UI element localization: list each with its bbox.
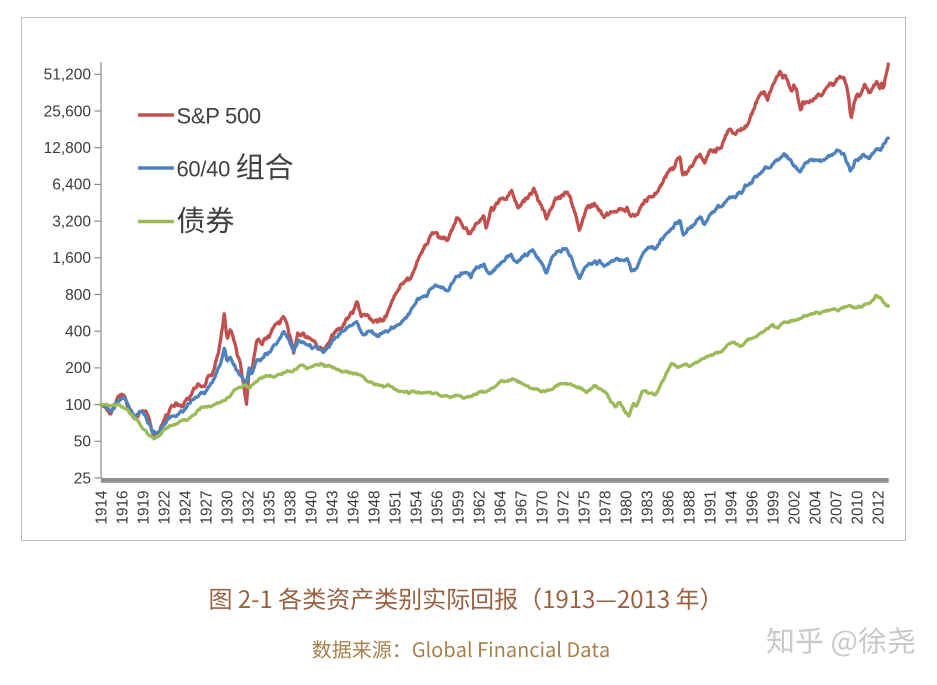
svg-text:2012: 2012	[870, 491, 887, 525]
svg-text:1935: 1935	[261, 491, 278, 525]
svg-text:1988: 1988	[681, 491, 698, 525]
svg-text:3,200: 3,200	[52, 213, 91, 230]
svg-text:1983: 1983	[639, 491, 656, 525]
svg-text:1914: 1914	[93, 490, 110, 525]
svg-text:1991: 1991	[702, 491, 719, 525]
svg-text:1927: 1927	[198, 491, 215, 525]
svg-text:1930: 1930	[219, 491, 236, 525]
svg-text:400: 400	[65, 324, 91, 341]
svg-text:6,400: 6,400	[52, 177, 91, 194]
svg-text:2007: 2007	[828, 491, 845, 525]
svg-text:1959: 1959	[450, 491, 467, 525]
svg-text:1924: 1924	[177, 490, 194, 525]
svg-text:1999: 1999	[765, 491, 782, 525]
svg-text:200: 200	[65, 360, 91, 377]
svg-text:1938: 1938	[282, 491, 299, 525]
svg-text:1916: 1916	[114, 491, 131, 525]
svg-text:1956: 1956	[429, 491, 446, 525]
svg-text:1962: 1962	[471, 491, 488, 525]
svg-text:1964: 1964	[492, 490, 509, 525]
svg-text:1940: 1940	[303, 491, 320, 525]
svg-text:1994: 1994	[723, 490, 740, 525]
svg-text:1972: 1972	[555, 491, 572, 525]
svg-text:25: 25	[74, 470, 91, 487]
svg-text:1932: 1932	[240, 491, 257, 525]
svg-text:50: 50	[74, 434, 92, 451]
svg-text:60/40: 60/40	[177, 157, 231, 182]
svg-text:1951: 1951	[387, 491, 404, 525]
svg-text:1946: 1946	[345, 491, 362, 525]
svg-text:1967: 1967	[513, 491, 530, 525]
svg-text:12,800: 12,800	[44, 140, 92, 157]
svg-text:1980: 1980	[618, 491, 635, 525]
svg-text:1919: 1919	[135, 491, 152, 525]
svg-text:1970: 1970	[534, 491, 551, 525]
svg-text:S&P 500: S&P 500	[177, 104, 261, 129]
svg-text:2010: 2010	[849, 491, 866, 525]
svg-text:1922: 1922	[156, 491, 173, 525]
svg-text:1954: 1954	[408, 490, 425, 525]
svg-text:1975: 1975	[576, 491, 593, 525]
svg-text:25,600: 25,600	[44, 103, 92, 120]
svg-text:51,200: 51,200	[44, 67, 92, 84]
svg-text:2002: 2002	[786, 491, 803, 525]
svg-text:1986: 1986	[660, 491, 677, 525]
svg-text:1943: 1943	[324, 491, 341, 525]
svg-text:800: 800	[65, 287, 91, 304]
svg-text:1948: 1948	[366, 491, 383, 525]
svg-text:2004: 2004	[807, 490, 824, 525]
svg-text:100: 100	[65, 397, 91, 414]
svg-text:1996: 1996	[744, 491, 761, 525]
svg-text:1,600: 1,600	[52, 250, 91, 267]
svg-text:1978: 1978	[597, 491, 614, 525]
